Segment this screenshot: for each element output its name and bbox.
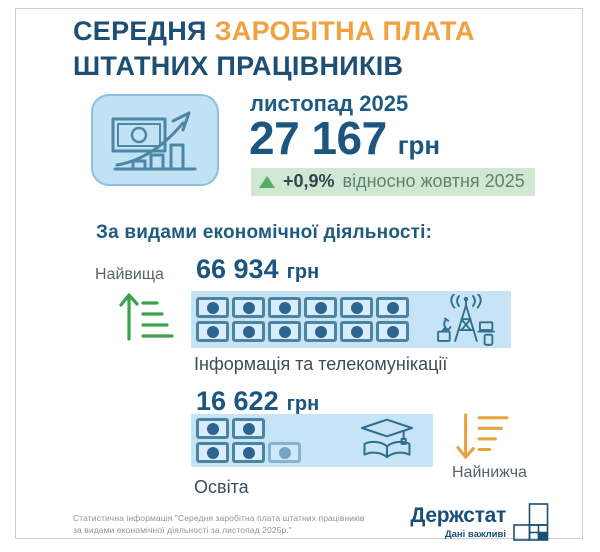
lowest-pictogram-band: [191, 414, 433, 467]
source-note-line1: Статистична інформація "Середня заробітн…: [73, 513, 365, 523]
lowest-amount-currency: грн: [286, 393, 320, 415]
highest-category-label: Інформація та телекомунікації: [194, 354, 448, 374]
banknote-icon: [196, 297, 229, 318]
banknote-icon: [340, 321, 373, 342]
square-grid-logo-icon: [513, 503, 549, 552]
banknote-dot: [278, 446, 291, 459]
banknote-dot: [386, 301, 399, 314]
lowest-tag: Найнижча: [452, 464, 527, 481]
banknote-icon: [196, 442, 229, 463]
banknote-dot: [242, 446, 255, 459]
banknote-row: [196, 418, 301, 439]
change-percent: +0,9%: [283, 171, 335, 191]
highest-amount-value: 66 934: [196, 254, 279, 284]
banknote-dot: [206, 422, 219, 435]
lowest-amount: 16 622 грн: [196, 386, 319, 417]
banknote-icon: [376, 321, 409, 342]
banknote-icon: [196, 418, 229, 439]
derzhstat-logo: Держстат Дані важливі: [406, 504, 506, 541]
logo-tagline: Дані важливі: [444, 529, 506, 541]
banknote-icon: [232, 418, 265, 439]
banknote-icon: [268, 297, 301, 318]
overall-amount-currency: грн: [397, 130, 441, 160]
money-growth-chart-icon: [91, 94, 219, 186]
banknote-dot: [242, 301, 255, 314]
source-note-line2: за видами економічної діяльності за лист…: [73, 525, 292, 536]
banknote-icon: [232, 321, 265, 342]
banknote-icon: [232, 297, 265, 318]
banknote-icon: [268, 442, 301, 463]
source-note: Статистична інформація "Середня заробітн…: [73, 512, 408, 537]
banknote-icon: [376, 297, 409, 318]
highest-pictogram-band: [191, 291, 511, 348]
banknote-row: [196, 297, 409, 318]
banknote-row: [196, 321, 409, 342]
section-heading: За видами економічної діяльності:: [96, 222, 433, 243]
banknote-icon: [268, 321, 301, 342]
title-line-1: СЕРЕДНЯ ЗАРОБІТНА ПЛАТА: [73, 14, 475, 49]
banknote-icon: [232, 442, 265, 463]
banknote-icon: [304, 297, 337, 318]
banknote-dot: [206, 446, 219, 459]
period-label: листопад 2025: [250, 91, 409, 116]
change-comparison-label: відносно жовтня 2025: [342, 171, 525, 191]
banknote-icon: [304, 321, 337, 342]
banknote-dot: [278, 301, 291, 314]
telecom-tower-icon: [437, 293, 495, 346]
page-title: СЕРЕДНЯ ЗАРОБІТНА ПЛАТА ШТАТНИХ ПРАЦІВНИ…: [73, 14, 475, 84]
highest-tag: Найвища: [95, 266, 164, 283]
banknote-dot: [242, 422, 255, 435]
overall-amount-value: 27 167: [249, 112, 387, 164]
banknote-dot: [386, 325, 399, 338]
overall-amount: 27 167 грн: [249, 111, 440, 165]
banknote-row: [196, 442, 301, 463]
graduation-book-icon: [361, 418, 413, 459]
triangle-up-icon: [259, 175, 275, 188]
banknote-dot: [278, 325, 291, 338]
banknote-icon: [196, 321, 229, 342]
sort-descending-arrow-icon: [453, 412, 509, 467]
logo-name: Держстат: [410, 504, 506, 527]
highest-amount-currency: грн: [286, 261, 320, 283]
banknote-dot: [350, 325, 363, 338]
banknote-icon: [340, 297, 373, 318]
infographic-card: СЕРЕДНЯ ЗАРОБІТНА ПЛАТА ШТАТНИХ ПРАЦІВНИ…: [15, 8, 583, 541]
banknote-dot: [350, 301, 363, 314]
lowest-banknotes: [196, 418, 301, 463]
banknote-dot: [314, 301, 327, 314]
lowest-amount-value: 16 622: [196, 386, 279, 416]
title-line-2: ШТАТНИХ ПРАЦІВНИКІВ: [73, 51, 404, 82]
highest-banknotes: [196, 297, 409, 342]
title-part-dark: СЕРЕДНЯ: [73, 16, 207, 46]
change-badge: +0,9% відносно жовтня 2025: [251, 168, 535, 196]
highest-amount: 66 934 грн: [196, 254, 319, 285]
title-part-orange: ЗАРОБІТНА ПЛАТА: [214, 16, 475, 46]
banknote-dot: [314, 325, 327, 338]
lowest-category-label: Освіта: [194, 477, 249, 497]
money-growth-chart-svg: [111, 111, 197, 171]
banknote-dot: [206, 301, 219, 314]
sort-ascending-arrow-icon: [116, 290, 174, 347]
banknote-dot: [242, 325, 255, 338]
banknote-dot: [206, 325, 219, 338]
